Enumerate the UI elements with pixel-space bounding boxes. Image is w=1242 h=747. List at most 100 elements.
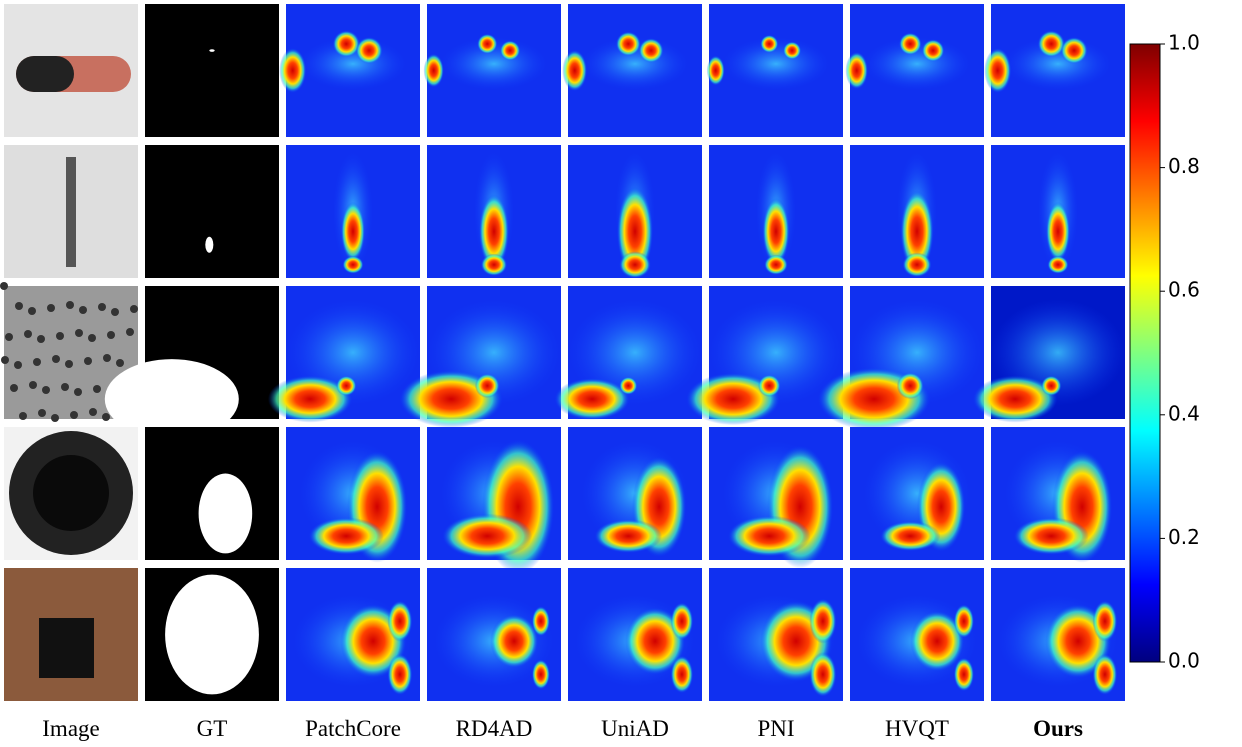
column-label: RD4AD xyxy=(456,716,533,741)
panel xyxy=(4,427,138,560)
panel xyxy=(145,4,279,137)
panel xyxy=(427,427,561,574)
speck xyxy=(84,357,92,365)
heat-spot xyxy=(686,372,781,426)
panel xyxy=(568,427,702,560)
panel xyxy=(817,286,984,431)
speck xyxy=(65,360,73,368)
mask xyxy=(209,49,215,52)
speck xyxy=(61,383,69,391)
heat-spot xyxy=(1037,30,1065,58)
speck xyxy=(56,332,64,340)
panel xyxy=(850,427,984,560)
panel xyxy=(991,145,1125,278)
panel xyxy=(709,427,843,569)
heat-spot xyxy=(809,598,837,644)
heat-spot xyxy=(921,39,945,62)
panel xyxy=(706,4,843,137)
panel xyxy=(554,286,702,420)
heat-spot xyxy=(670,602,694,640)
heat-spot xyxy=(910,610,965,672)
heat-spot xyxy=(279,48,307,93)
panel xyxy=(423,4,561,137)
colorbar xyxy=(1129,43,1161,663)
panel xyxy=(984,4,1125,137)
speck xyxy=(107,331,115,339)
column-label: Image xyxy=(42,716,99,741)
speck xyxy=(75,329,83,337)
heat-spot xyxy=(355,37,383,64)
panel xyxy=(845,4,984,137)
heat-spot xyxy=(706,55,725,86)
capsule xyxy=(16,56,74,92)
heat-spot xyxy=(477,33,498,54)
colorbar-tick-label: 0.6 xyxy=(1168,278,1200,302)
heat-spot xyxy=(267,375,353,423)
column-label: UniAD xyxy=(601,716,669,741)
speck xyxy=(37,335,45,343)
heat-spot xyxy=(387,600,413,642)
column-label: PatchCore xyxy=(305,716,401,741)
heat-spot xyxy=(423,53,444,88)
colorbar-tick-label: 1.0 xyxy=(1168,31,1200,55)
panel xyxy=(850,568,984,701)
speck xyxy=(102,413,110,421)
heat-spot xyxy=(619,376,638,395)
heat-spot xyxy=(764,254,788,275)
heat-spot xyxy=(758,374,781,397)
ground-truth xyxy=(145,145,279,278)
panel xyxy=(286,427,420,563)
screw xyxy=(66,157,76,267)
heat-haze xyxy=(722,37,830,91)
panel xyxy=(145,427,279,560)
panel xyxy=(279,4,420,137)
colorbar-tick-label: 0.0 xyxy=(1168,649,1200,673)
heat-spot xyxy=(1045,201,1071,262)
speck xyxy=(116,359,124,367)
panel xyxy=(145,568,279,701)
heat-spot xyxy=(953,657,975,692)
speck xyxy=(130,305,138,313)
speck xyxy=(38,409,46,417)
speck xyxy=(103,354,111,362)
chip xyxy=(39,618,94,678)
panel xyxy=(4,4,138,137)
heat-spot xyxy=(531,606,550,637)
heat-spot xyxy=(899,32,922,56)
panel xyxy=(286,568,420,701)
heat-spot xyxy=(670,655,694,694)
heat-spot xyxy=(499,40,521,61)
heat-spot xyxy=(728,515,811,557)
panel xyxy=(686,286,843,426)
panel xyxy=(991,427,1125,563)
ground-truth xyxy=(145,4,279,137)
speck xyxy=(88,334,96,342)
panel xyxy=(568,145,702,279)
panel xyxy=(4,145,138,278)
heat-spot xyxy=(1060,37,1088,64)
colorbar-tick-label: 0.2 xyxy=(1168,525,1200,549)
speck xyxy=(19,412,27,420)
column-label: PNI xyxy=(757,716,794,741)
heat-spot xyxy=(474,373,500,399)
colorbar-tick-label: 0.4 xyxy=(1168,401,1200,425)
speck xyxy=(24,330,32,338)
panel xyxy=(427,568,561,701)
column-label: HVQT xyxy=(885,716,949,741)
mask xyxy=(104,359,239,439)
heat-haze xyxy=(440,37,548,91)
panel xyxy=(991,568,1125,701)
speck xyxy=(5,333,13,341)
panel xyxy=(267,286,420,423)
panel xyxy=(4,568,138,701)
panel xyxy=(562,4,702,137)
speck xyxy=(0,282,8,290)
speck xyxy=(79,306,87,314)
speck xyxy=(126,328,134,336)
heat-spot xyxy=(783,41,802,60)
heat-spot xyxy=(332,30,360,58)
heat-spot xyxy=(902,252,932,277)
heat-spot xyxy=(809,652,837,697)
speck xyxy=(74,388,82,396)
